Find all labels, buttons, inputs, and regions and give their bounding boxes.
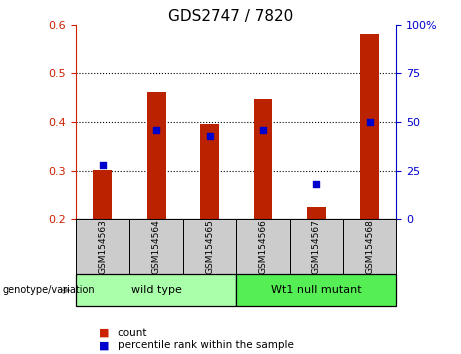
Point — [366, 119, 373, 125]
Point — [206, 133, 213, 138]
Text: GSM154568: GSM154568 — [365, 219, 374, 274]
Text: wild type: wild type — [131, 285, 182, 295]
Text: GSM154564: GSM154564 — [152, 219, 161, 274]
Bar — [343, 219, 396, 274]
Bar — [147, 92, 165, 219]
Text: Wt1 null mutant: Wt1 null mutant — [271, 285, 362, 295]
Bar — [236, 219, 290, 274]
Bar — [130, 219, 183, 274]
Text: GSM154565: GSM154565 — [205, 219, 214, 274]
Text: count: count — [118, 328, 147, 338]
Point — [313, 182, 320, 187]
Text: GSM154567: GSM154567 — [312, 219, 321, 274]
Point — [259, 127, 266, 133]
Bar — [361, 34, 379, 219]
Text: GSM154563: GSM154563 — [98, 219, 107, 274]
Text: ■: ■ — [99, 328, 110, 338]
Point — [99, 162, 106, 168]
Point — [153, 127, 160, 133]
Text: GSM154566: GSM154566 — [259, 219, 267, 274]
Bar — [307, 207, 326, 219]
Text: GDS2747 / 7820: GDS2747 / 7820 — [168, 9, 293, 24]
Bar — [200, 124, 219, 219]
Text: percentile rank within the sample: percentile rank within the sample — [118, 340, 294, 350]
Bar — [183, 219, 236, 274]
Bar — [290, 219, 343, 274]
Bar — [76, 219, 130, 274]
Text: genotype/variation: genotype/variation — [2, 285, 95, 295]
Bar — [236, 274, 396, 306]
Bar — [76, 274, 236, 306]
Bar — [254, 99, 272, 219]
Text: ■: ■ — [99, 340, 110, 350]
Bar — [94, 170, 112, 219]
